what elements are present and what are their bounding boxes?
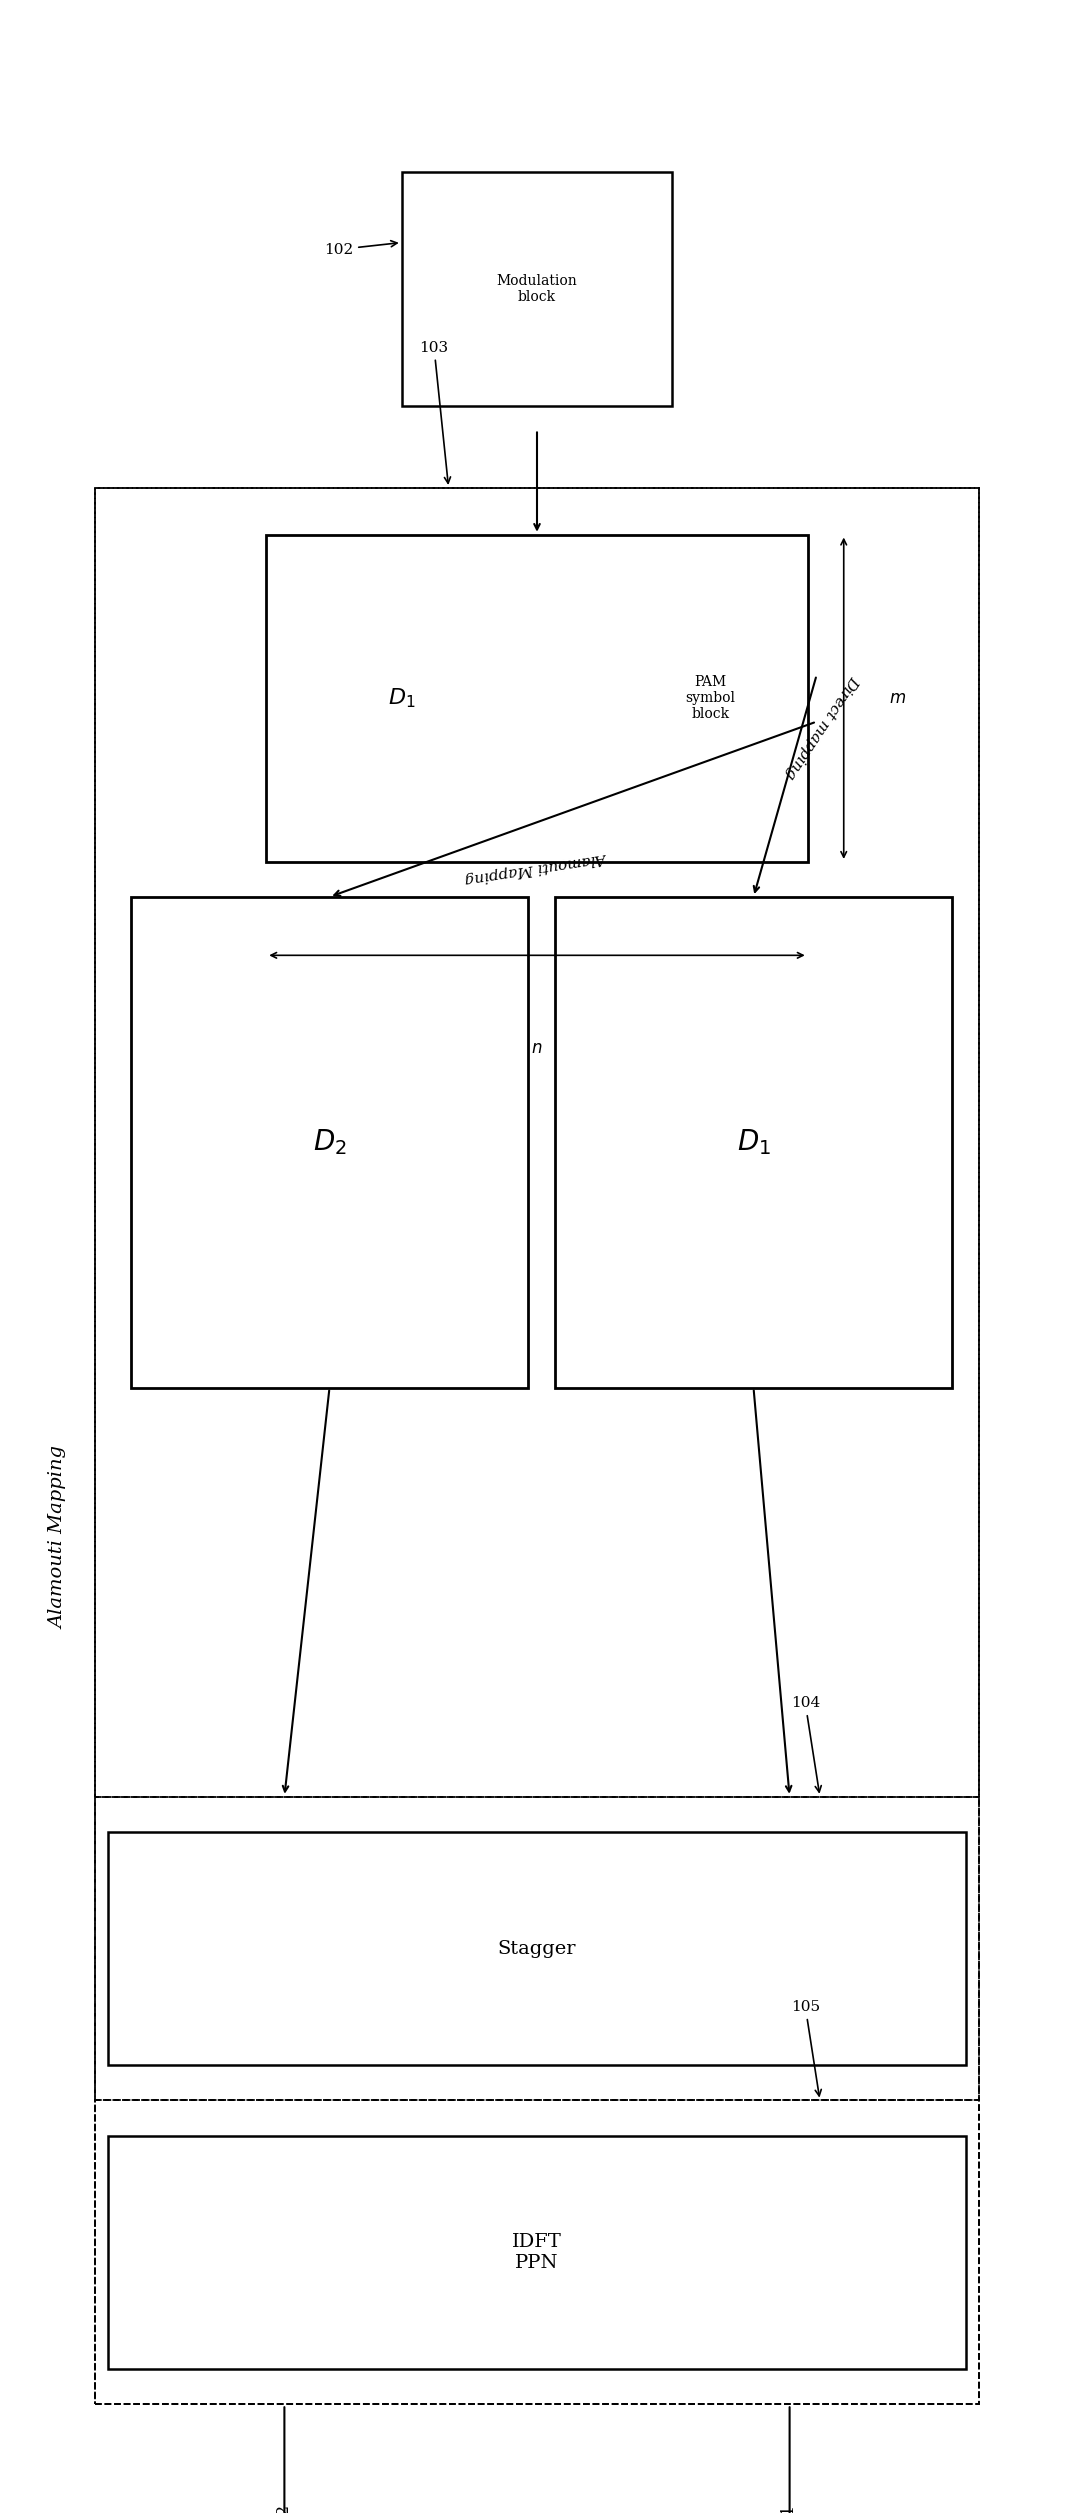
Text: Antenna 1: Antenna 1 xyxy=(781,2505,798,2513)
Bar xyxy=(95,488,979,1797)
Bar xyxy=(402,173,672,407)
Text: $m$: $m$ xyxy=(889,689,906,706)
Bar xyxy=(266,535,808,862)
Text: $D_2$: $D_2$ xyxy=(313,1128,347,1156)
Bar xyxy=(131,897,528,1387)
Text: 103: 103 xyxy=(420,342,450,482)
Text: PAM
symbol
block: PAM symbol block xyxy=(685,676,736,721)
Bar xyxy=(95,488,979,2405)
Text: $D_1$: $D_1$ xyxy=(737,1128,770,1156)
Text: $n$: $n$ xyxy=(532,1040,542,1058)
Text: 105: 105 xyxy=(790,2000,822,2096)
Text: Stagger: Stagger xyxy=(497,1940,577,1958)
Text: Direct mapping: Direct mapping xyxy=(782,673,860,782)
Text: 104: 104 xyxy=(790,1696,822,1792)
Bar xyxy=(95,2101,979,2405)
Bar xyxy=(108,1832,966,2066)
Bar xyxy=(108,2136,966,2370)
Text: Alamouti Mapping: Alamouti Mapping xyxy=(49,1445,68,1628)
Text: IDFT
PPN: IDFT PPN xyxy=(512,2234,562,2272)
Text: $D_1$: $D_1$ xyxy=(388,686,416,711)
Text: Antenna 2: Antenna 2 xyxy=(276,2505,293,2513)
Text: Alamouti Mapping: Alamouti Mapping xyxy=(465,849,609,885)
Text: Modulation
block: Modulation block xyxy=(496,274,578,304)
Bar xyxy=(555,897,952,1387)
Bar xyxy=(95,1797,979,2101)
Text: 102: 102 xyxy=(324,241,397,256)
